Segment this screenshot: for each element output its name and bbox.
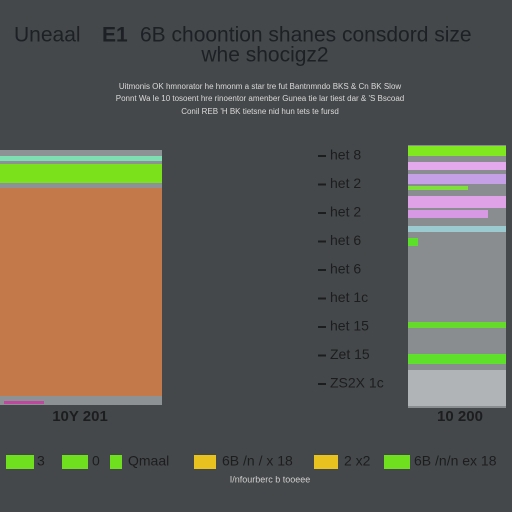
subtitle: Conil REB 'H BK tietsne nid hun tets te … <box>181 107 339 116</box>
panel-label: 10Y 201 <box>52 408 108 425</box>
footer: I/nfourberc b tooeee <box>230 474 311 484</box>
stripe <box>408 238 418 246</box>
panel-label: 10 200 <box>437 408 483 425</box>
legend-label: 2 x2 <box>344 453 371 469</box>
row-label: het 8 <box>330 147 361 163</box>
subtitle: Uitmonis OK hmnorator he hmonm a star tr… <box>119 82 402 91</box>
stripe <box>408 186 468 190</box>
legend-label: 0 <box>92 453 100 469</box>
row-label: ZS2X 1c <box>330 375 384 391</box>
row-label: het 2 <box>330 175 361 191</box>
title-part: 6B choontion shanes consdord size <box>140 24 472 47</box>
block <box>408 370 506 406</box>
subtitle: Ponnt Wa le 10 tosoent hre rinoentor ame… <box>116 94 405 103</box>
row-labels: het 8 het 2 het 2 het 6 het 6 het 1c het 15 Zet… <box>318 147 384 391</box>
row-label: het 2 <box>330 204 361 220</box>
stripe <box>0 164 162 183</box>
panel <box>408 145 506 408</box>
stripe <box>408 146 506 156</box>
stripe <box>408 322 506 328</box>
legend-label: 6B /n / x 18 <box>222 453 293 469</box>
stripe <box>408 210 488 218</box>
legend-swatch <box>314 455 338 469</box>
stripe <box>408 174 506 184</box>
block <box>0 188 162 396</box>
legend-swatch <box>384 455 410 469</box>
stripe <box>4 401 44 404</box>
row-label: het 1c <box>330 289 368 305</box>
stripe <box>408 162 506 170</box>
title-part: Uneaal <box>14 24 81 47</box>
row-label: Zet 15 <box>330 346 370 362</box>
stripe <box>0 156 162 161</box>
row-label: het 6 <box>330 261 361 277</box>
legend-swatch <box>62 455 88 469</box>
stripe <box>408 354 506 364</box>
stripe <box>408 226 506 232</box>
title-part: E1 <box>102 24 128 47</box>
row-label: het 6 <box>330 232 361 248</box>
legend-label: Qmaal <box>128 453 169 469</box>
legend-swatch <box>194 455 216 469</box>
legend-swatch <box>6 455 34 469</box>
stripe <box>408 196 506 208</box>
row-label: het 15 <box>330 318 369 334</box>
legend-swatch <box>110 455 122 469</box>
legend-label: 6B /n/n ex 18 <box>414 453 497 469</box>
legend-label: 3 <box>37 453 45 469</box>
title-line: whe shocigz2 <box>200 44 328 67</box>
